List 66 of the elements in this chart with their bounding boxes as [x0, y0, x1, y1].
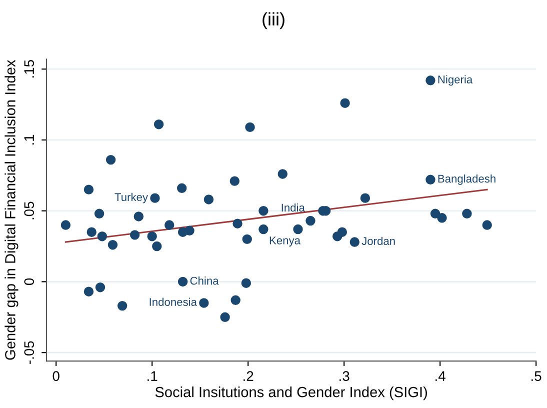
point [258, 206, 268, 216]
x-axis-title: Social Insitutions and Gender Index (SIGI) [155, 386, 427, 400]
point [60, 220, 71, 230]
point [426, 174, 436, 185]
point [306, 216, 316, 226]
point [293, 224, 303, 234]
point [84, 286, 94, 296]
point [204, 194, 214, 204]
point [242, 234, 252, 244]
point [147, 231, 157, 242]
x-tick-label: .3 [340, 371, 350, 382]
point [482, 220, 492, 230]
x-tick-label: .4 [436, 371, 446, 381]
annotation: Nigeria [438, 75, 473, 86]
x-tick-label: .2 [244, 371, 254, 381]
point [437, 213, 447, 223]
point [241, 278, 252, 288]
y-tick-label: -.05 [24, 341, 34, 364]
point [245, 122, 255, 132]
y-tick-label: .05 [24, 202, 34, 220]
point [350, 237, 360, 247]
point [220, 312, 230, 322]
point [117, 300, 128, 311]
point [430, 208, 440, 219]
point [426, 76, 436, 86]
point [462, 208, 472, 219]
point [134, 212, 144, 222]
point [178, 276, 188, 287]
point [95, 282, 106, 292]
point [164, 220, 174, 230]
x-tick-label: .5 [532, 371, 542, 382]
y-tick-label: .15 [24, 60, 34, 78]
point [199, 298, 209, 308]
point [84, 184, 94, 194]
point [278, 169, 288, 179]
annotation: India [282, 203, 305, 212]
point [258, 224, 268, 234]
point [360, 193, 370, 203]
point [154, 120, 164, 130]
x-tick-label: .1 [148, 371, 158, 381]
annotation: Kenya [270, 236, 300, 247]
annotation: China [190, 276, 219, 285]
point [184, 226, 194, 236]
annotation: Turkey [114, 192, 148, 204]
y-axis-title: Gender gap in Digital Financial Inclusion Index [4, 60, 18, 360]
y-tick-label: .1 [24, 134, 34, 144]
annotation: Bangladesh [438, 174, 496, 185]
chart-title: (iii) [262, 12, 284, 30]
point [340, 98, 350, 108]
point [97, 231, 108, 242]
point [94, 208, 104, 219]
point [150, 193, 160, 203]
y-tick-label: 0 [24, 278, 34, 286]
point [230, 176, 240, 186]
annotation: Jordan [362, 236, 395, 245]
annotation: Indonesia [150, 298, 197, 306]
point [130, 230, 140, 240]
x-tick-label: 0 [52, 371, 60, 382]
point [152, 241, 162, 252]
point [230, 295, 240, 305]
point [86, 227, 96, 237]
point [106, 154, 116, 165]
point [176, 183, 187, 194]
point [108, 240, 118, 250]
point [232, 218, 242, 228]
point [337, 227, 348, 237]
